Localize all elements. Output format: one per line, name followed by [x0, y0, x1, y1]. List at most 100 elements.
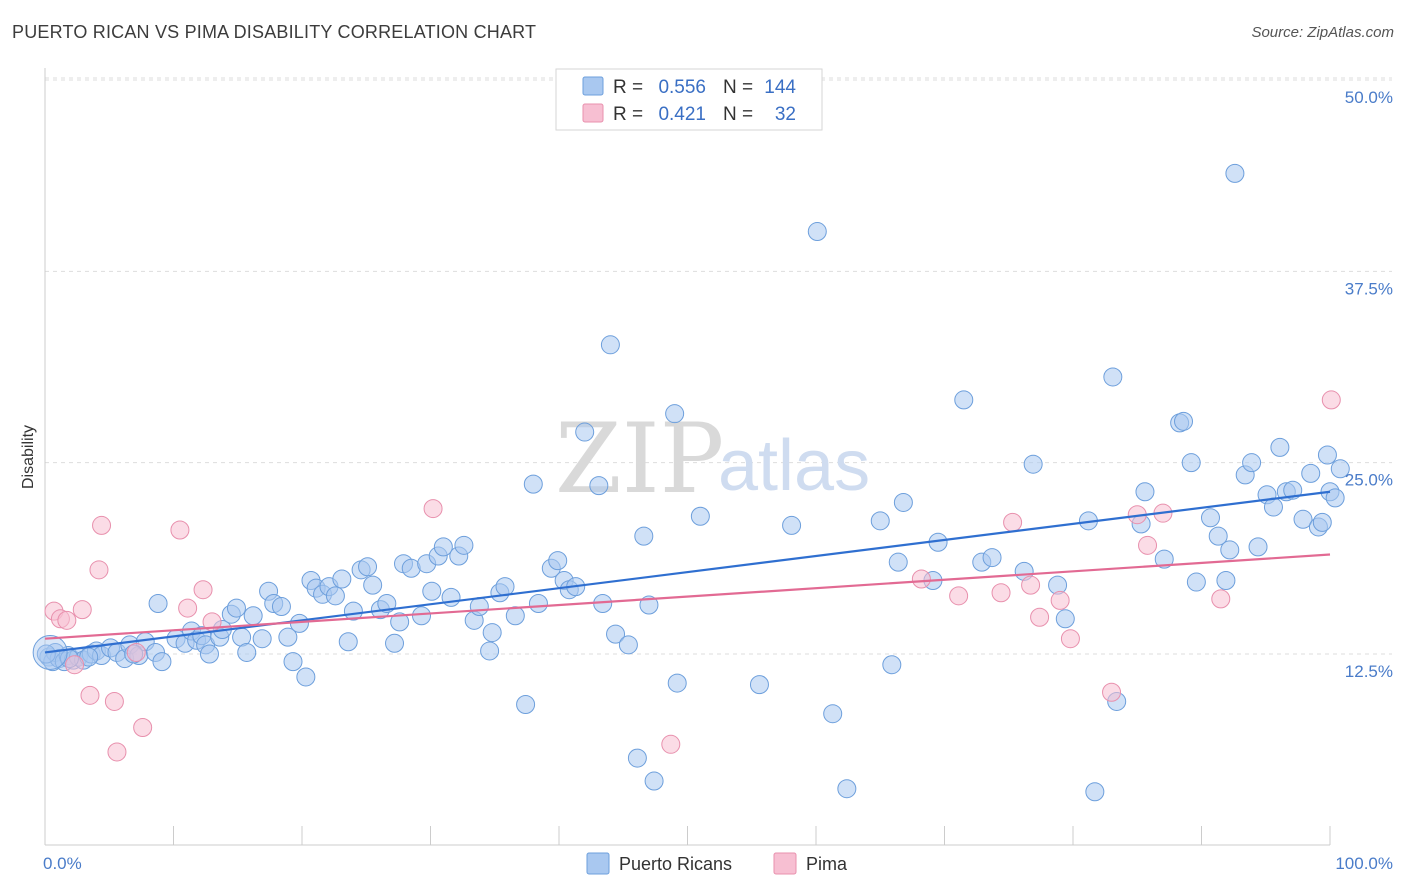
pima-point-6: [89, 560, 109, 580]
puerto-ricans-point-124: [1186, 572, 1206, 592]
puerto-ricans-point-137: [1283, 480, 1303, 500]
puerto-ricans-point-42: [296, 667, 316, 687]
puerto-ricans-point-120: [1154, 549, 1174, 569]
legend-r-label-1: R =: [613, 77, 643, 98]
puerto-ricans-point-99: [823, 704, 843, 724]
puerto-ricans-point-48: [332, 569, 352, 589]
y-axis-label: Disability: [20, 425, 37, 489]
pima-point-30: [1211, 589, 1231, 609]
puerto-ricans-point-103: [888, 552, 908, 572]
pima-point-31: [1321, 390, 1341, 410]
puerto-ricans-point-126: [1208, 526, 1228, 546]
puerto-ricans-point-138: [1293, 509, 1313, 529]
puerto-ricans-point-135: [1270, 437, 1290, 457]
puerto-ricans-point-111: [1023, 454, 1043, 474]
puerto-ricans-point-142: [1317, 445, 1337, 465]
puerto-ricans-point-50: [343, 601, 363, 621]
pima-point-20: [991, 583, 1011, 603]
pima-point-2: [57, 610, 77, 630]
pima-point-9: [107, 742, 127, 762]
puerto-ricans-point-34: [243, 606, 263, 626]
legend-bottom-swatch-blue: [586, 852, 610, 875]
puerto-ricans-point-52: [358, 557, 378, 577]
watermark-atlas: atlas: [718, 426, 870, 506]
puerto-ricans-point-47: [325, 586, 345, 606]
legend-r-label-2: R =: [613, 104, 643, 125]
puerto-ricans-point-74: [505, 606, 525, 626]
puerto-ricans-point-139: [1301, 463, 1321, 483]
puerto-ricans-point-70: [480, 641, 500, 661]
puerto-ricans-point-20: [148, 593, 168, 613]
puerto-ricans-point-57: [390, 612, 410, 632]
puerto-ricans-point-144: [1325, 488, 1345, 508]
legend-swatch-pink: [582, 103, 604, 123]
legend-bottom-label-puerto-ricans: Puerto Ricans: [619, 854, 732, 874]
puerto-ricans-point-96: [749, 675, 769, 695]
pima-point-11: [133, 717, 153, 737]
chart-source: Source: ZipAtlas.com: [1251, 24, 1394, 41]
puerto-ricans-point-94: [667, 673, 687, 693]
pima-point-12: [170, 520, 190, 540]
legend-n-value-1: 144: [764, 77, 796, 98]
puerto-ricans-point-69: [469, 597, 489, 617]
puerto-ricans-point-60: [412, 606, 432, 626]
puerto-ricans-point-40: [283, 652, 303, 672]
puerto-ricans-point-101: [870, 511, 890, 531]
legend-n-label-1: N =: [723, 77, 753, 98]
puerto-ricans-point-92: [644, 771, 664, 791]
pima-point-7: [92, 515, 112, 535]
pima-point-5: [80, 685, 100, 705]
puerto-ricans-point-76: [523, 474, 543, 494]
pima-point-16: [423, 499, 443, 519]
x-tick-label-0: 0.0%: [43, 854, 82, 873]
puerto-ricans-point-122: [1174, 411, 1194, 431]
y-tick-label-3: 50.0%: [1345, 88, 1393, 107]
puerto-ricans-point-39: [278, 627, 298, 647]
pima-point-25: [1060, 629, 1080, 649]
pima-trend-line: [44, 553, 1331, 640]
pima-point-22: [1021, 575, 1041, 595]
puerto-ricans-point-95: [690, 506, 710, 526]
axes: [44, 68, 1331, 846]
puerto-ricans-point-119: [1135, 482, 1155, 502]
pima-point-19: [949, 586, 969, 606]
puerto-ricans-point-132: [1248, 537, 1268, 557]
puerto-ricans-point-71: [482, 623, 502, 643]
legend-r-value-1: 0.556: [658, 77, 706, 98]
legend-bottom: Puerto Ricans Pima: [586, 852, 848, 875]
puerto-ricans-point-113: [1055, 609, 1075, 629]
watermark-zip: ZIP: [555, 403, 724, 515]
pima-point-14: [193, 580, 213, 600]
pima-point-8: [104, 691, 124, 711]
x-tick-labels: 0.0% 100.0%: [43, 854, 1393, 873]
puerto-ricans-point-84: [589, 476, 609, 496]
y-tick-label-2: 37.5%: [1345, 279, 1393, 298]
puerto-ricans-point-75: [516, 695, 536, 715]
legend-swatch-blue: [582, 76, 604, 96]
puerto-ricans-point-90: [634, 526, 654, 546]
puerto-ricans-point-65: [441, 587, 461, 607]
y-tick-labels: 12.5% 25.0% 37.5% 50.0%: [1345, 88, 1393, 681]
puerto-ricans-point-35: [252, 629, 272, 649]
pima-point-28: [1138, 535, 1158, 555]
pima-point-24: [1050, 590, 1070, 610]
puerto-ricans-point-134: [1263, 497, 1283, 517]
puerto-ricans-point-56: [385, 633, 405, 653]
puerto-ricans-point-27: [199, 644, 219, 664]
puerto-ricans-point-109: [982, 548, 1002, 568]
series-pima: [44, 390, 1341, 762]
puerto-ricans-point-31: [226, 598, 246, 618]
legend-bottom-label-pima: Pima: [806, 854, 848, 874]
pima-point-26: [1102, 682, 1122, 702]
pima-point-23: [1030, 607, 1050, 627]
pima-point-13: [178, 598, 198, 618]
legend-bottom-swatch-pink: [773, 852, 797, 875]
pima-point-10: [126, 642, 146, 662]
pima-point-21: [1003, 512, 1023, 532]
puerto-ricans-point-33: [237, 642, 257, 662]
puerto-ricans-point-19: [152, 652, 172, 672]
puerto-ricans-point-129: [1225, 163, 1245, 183]
puerto-ricans-point-131: [1242, 453, 1262, 473]
series-puerto-ricans: [32, 163, 1350, 802]
